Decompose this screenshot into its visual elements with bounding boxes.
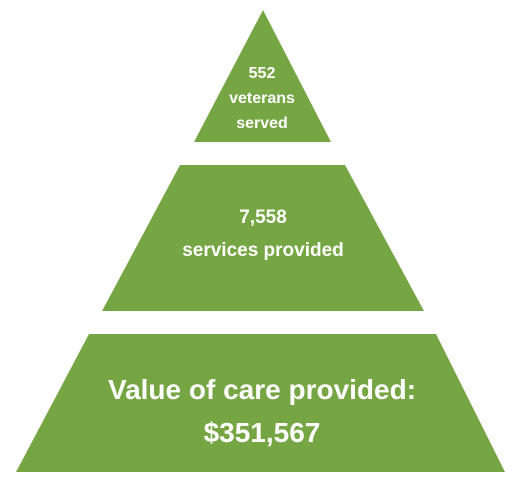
tier-top-shape [194, 10, 331, 142]
tier-bottom-value: $351,567 [204, 417, 321, 448]
tier-top-label-line2: served [236, 115, 288, 132]
tier-middle-value: 7,558 [239, 207, 287, 228]
tier-middle-label: services provided [182, 240, 344, 261]
tier-top-label-line1: veterans [229, 90, 295, 107]
tier-bottom-label: Value of care provided: [108, 374, 416, 405]
pyramid-tier-top: 552 veterans served [194, 10, 331, 142]
tier-bottom-shape [16, 334, 505, 472]
pyramid-tier-bottom: Value of care provided: $351,567 [16, 334, 505, 472]
tier-top-value: 552 [249, 65, 276, 82]
pyramid-tier-middle: 7,558 services provided [102, 165, 424, 311]
tier-middle-shape [102, 165, 424, 311]
